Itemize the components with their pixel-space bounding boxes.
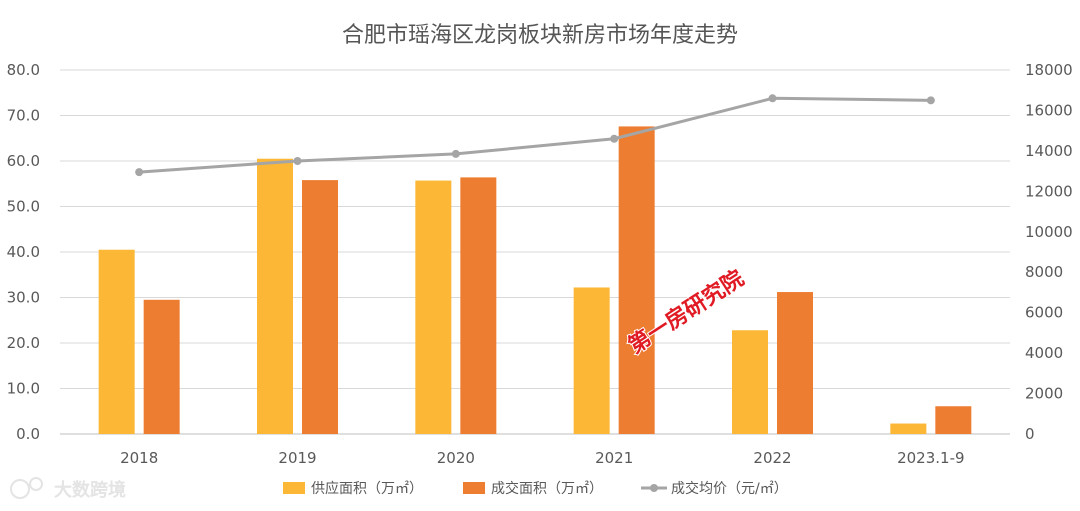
- legend-label: 供应面积（万㎡）: [311, 480, 423, 497]
- right-tick-label: 18000: [1025, 61, 1073, 79]
- left-axis: 0.0 10.0 20.0 30.0 40.0 50.0 60.0 70.0 80.0: [7, 61, 40, 443]
- legend: 供应面积（万㎡） 成交面积（万㎡） 成交均价（元/㎡）: [283, 480, 788, 497]
- right-tick-label: 2000: [1025, 385, 1063, 403]
- bar-supply: [890, 423, 927, 434]
- legend-label: 成交均价（元/㎡）: [671, 480, 788, 497]
- price-line: [135, 94, 935, 177]
- bar-transaction: [302, 180, 338, 434]
- bar-transaction: [777, 292, 813, 434]
- left-tick-label: 40.0: [7, 243, 40, 261]
- bar-transaction: [143, 299, 180, 434]
- chart-title: 合肥市瑶海区龙岗板块新房市场年度走势: [342, 23, 738, 48]
- category-label: 2020: [437, 449, 475, 467]
- legend-swatch-dot: [650, 484, 658, 492]
- right-axis: 0 2000 4000 6000 8000 10000 12000 14000 16000 180…: [1025, 61, 1073, 443]
- left-tick-label: 0.0: [16, 425, 40, 443]
- price-point: [926, 96, 935, 105]
- left-tick-label: 80.0: [7, 61, 40, 79]
- left-tick-label: 30.0: [7, 289, 40, 307]
- brand-icon: [10, 479, 30, 499]
- bars: [98, 126, 972, 435]
- bar-transaction: [935, 406, 972, 434]
- price-point: [768, 94, 777, 103]
- left-tick-label: 70.0: [7, 107, 40, 125]
- price-point: [610, 134, 619, 143]
- price-point: [135, 168, 144, 177]
- price-line-path: [139, 96, 931, 174]
- category-label: 2021: [595, 449, 633, 467]
- right-tick-label: 14000: [1025, 142, 1073, 160]
- bar-transaction: [618, 126, 655, 435]
- bar-supply: [732, 330, 768, 434]
- price-point: [451, 149, 460, 158]
- category-label: 2018: [120, 449, 158, 467]
- brand-text: 大数跨境: [54, 479, 126, 501]
- bar-supply: [573, 287, 610, 434]
- category-label: 2023.1-9: [897, 449, 964, 467]
- left-tick-label: 10.0: [7, 380, 40, 398]
- brand-logo: 大数跨境: [10, 477, 126, 501]
- legend-label: 成交面积（万㎡）: [491, 480, 603, 497]
- bar-supply: [257, 158, 293, 434]
- bar-supply: [415, 180, 452, 434]
- right-tick-label: 0: [1025, 425, 1035, 443]
- right-tick-label: 12000: [1025, 182, 1073, 200]
- left-tick-label: 60.0: [7, 152, 40, 170]
- price-point: [293, 157, 302, 165]
- legend-swatch: [283, 482, 305, 494]
- right-tick-label: 10000: [1025, 223, 1073, 241]
- right-tick-label: 4000: [1025, 344, 1063, 362]
- legend-swatch: [463, 482, 485, 494]
- gridlines: [60, 69, 1010, 435]
- category-label: 2022: [753, 449, 791, 467]
- right-tick-label: 6000: [1025, 304, 1063, 322]
- category-label: 2019: [278, 449, 316, 467]
- left-tick-label: 50.0: [7, 198, 40, 216]
- left-tick-label: 20.0: [7, 334, 40, 352]
- brand-icon-dot: [29, 477, 43, 491]
- bar-transaction: [460, 177, 497, 434]
- bar-supply: [98, 249, 135, 434]
- right-tick-label: 16000: [1025, 101, 1073, 119]
- right-tick-label: 8000: [1025, 263, 1063, 281]
- category-axis: 2018 2019 2020 2021 2022 2023.1-9: [120, 449, 964, 467]
